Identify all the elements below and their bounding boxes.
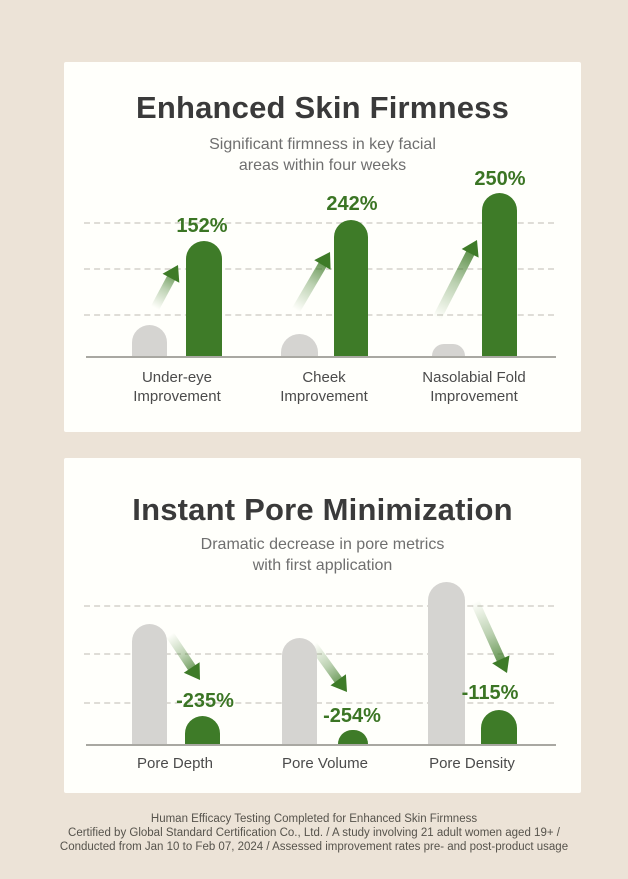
before-bar — [281, 334, 318, 356]
skin-firmness-card: Enhanced Skin Firmness Significant firmn… — [64, 62, 581, 432]
trend-arrow-shaft — [151, 274, 176, 311]
before-bar — [428, 582, 465, 744]
percent-change-label: -235% — [176, 690, 234, 712]
before-bar — [432, 344, 465, 356]
category-label: Nasolabial Fold Improvement — [422, 369, 526, 405]
skin-firmness-subtitle: Significant firmness in key facial areas… — [209, 136, 436, 174]
after-bar — [481, 710, 517, 744]
gridline — [84, 222, 554, 224]
percent-change-label: -115% — [461, 682, 519, 704]
after-bar — [334, 220, 368, 356]
arrow-down-icon — [183, 662, 200, 680]
gridline — [84, 314, 554, 316]
after-bar — [186, 241, 222, 356]
after-bar — [185, 716, 220, 744]
before-bar — [282, 638, 317, 744]
pore-minimization-card: Instant Pore Minimization Dramatic decre… — [64, 458, 581, 793]
percent-change-label: 250% — [474, 168, 526, 190]
after-bar — [338, 730, 368, 744]
gridline — [84, 702, 554, 704]
skin-firmness-chart: 152% Under-eye Improvement 242% Cheek Impro… — [64, 62, 581, 432]
percent-change-label: -254% — [323, 705, 381, 727]
before-bar — [132, 624, 167, 744]
axis-line — [86, 744, 556, 746]
pore-minimization-title: Instant Pore Minimization — [132, 492, 513, 527]
arrow-down-icon — [492, 655, 510, 673]
trend-arrow-shaft — [432, 249, 476, 321]
after-bar — [482, 193, 517, 356]
category-label: Pore Density — [429, 755, 515, 772]
axis-line — [86, 356, 556, 358]
arrow-down-icon — [330, 674, 347, 692]
percent-change-label: 242% — [326, 193, 378, 215]
percent-change-label: 152% — [176, 215, 228, 237]
category-label: Pore Volume — [282, 755, 368, 772]
category-label: Cheek Improvement — [280, 369, 368, 405]
pore-minimization-chart: -235% Pore Depth -254% Pore Volume -115% Pore… — [64, 458, 581, 793]
category-label: Pore Depth — [137, 755, 213, 772]
trend-arrow-shaft — [292, 260, 328, 313]
category-label: Under-eye Improvement — [133, 369, 221, 405]
before-bar — [132, 325, 167, 356]
study-disclaimer: Human Efficacy Testing Completed for Enh… — [59, 813, 569, 853]
pore-minimization-subtitle: Dramatic decrease in pore metrics with f… — [200, 536, 445, 574]
skin-firmness-title: Enhanced Skin Firmness — [135, 90, 510, 125]
gridline — [84, 605, 554, 607]
arrow-up-icon — [461, 240, 479, 258]
